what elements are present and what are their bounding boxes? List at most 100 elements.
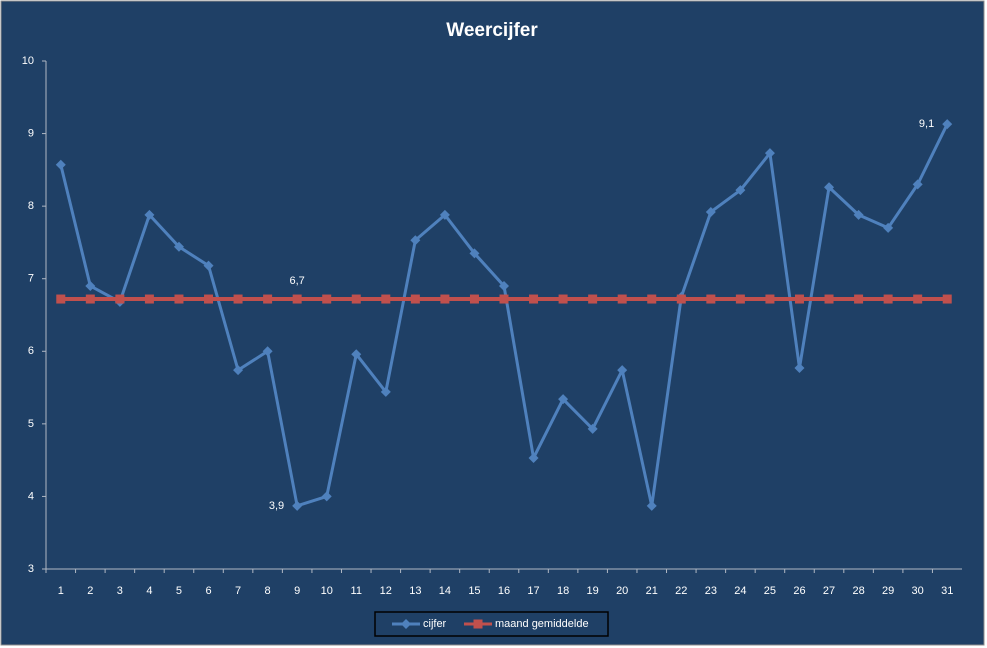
x-tick-label: 5 xyxy=(176,585,182,597)
y-tick-label: 7 xyxy=(28,273,34,285)
data-point xyxy=(647,294,657,304)
x-tick-label: 30 xyxy=(912,585,924,597)
x-tick-label: 10 xyxy=(321,585,333,597)
data-point xyxy=(55,159,66,170)
data-label: 9,1 xyxy=(919,118,934,130)
data-point xyxy=(292,500,303,511)
y-tick-label: 8 xyxy=(28,200,34,212)
data-point xyxy=(233,365,244,376)
x-tick-label: 15 xyxy=(468,585,480,597)
data-point xyxy=(115,294,125,304)
data-point xyxy=(765,294,775,304)
data-point xyxy=(499,280,509,291)
y-tick-label: 3 xyxy=(28,563,34,575)
x-tick-label: 27 xyxy=(823,585,835,597)
x-tick-label: 9 xyxy=(294,585,300,597)
data-point xyxy=(853,209,864,220)
x-tick-label: 23 xyxy=(705,585,717,597)
data-point xyxy=(883,222,894,233)
data-point xyxy=(705,206,716,217)
data-point xyxy=(439,209,450,220)
legend-marker xyxy=(473,619,483,629)
data-point xyxy=(174,294,184,304)
data-point xyxy=(706,294,716,304)
x-tick-label: 7 xyxy=(235,585,241,597)
data-point xyxy=(440,294,450,304)
data-point xyxy=(942,294,952,304)
data-point xyxy=(676,294,686,304)
data-point xyxy=(558,394,569,405)
data-point xyxy=(587,423,598,434)
x-tick-label: 29 xyxy=(882,585,894,597)
data-point xyxy=(321,491,332,502)
x-tick-label: 6 xyxy=(205,585,211,597)
data-point xyxy=(617,365,628,376)
data-point xyxy=(529,294,539,304)
data-point xyxy=(56,294,66,304)
data-point xyxy=(528,452,539,463)
data-point xyxy=(824,182,835,193)
data-point xyxy=(173,241,184,252)
x-tick-label: 1 xyxy=(58,585,64,597)
x-tick-label: 22 xyxy=(675,585,687,597)
data-point xyxy=(144,294,154,304)
data-point xyxy=(85,280,96,291)
data-point xyxy=(351,294,361,304)
x-tick-label: 24 xyxy=(734,585,746,597)
data-point xyxy=(764,148,775,159)
data-point xyxy=(85,294,95,304)
y-tick-label: 9 xyxy=(28,127,34,139)
data-point xyxy=(292,294,302,304)
data-point xyxy=(499,294,509,304)
legend-marker xyxy=(401,619,411,629)
x-tick-label: 4 xyxy=(146,585,152,597)
data-point xyxy=(233,294,243,304)
data-point xyxy=(144,209,155,220)
x-tick-label: 31 xyxy=(941,585,953,597)
data-point xyxy=(794,294,804,304)
data-label: 6,7 xyxy=(290,275,305,287)
data-point xyxy=(204,294,214,304)
data-point xyxy=(558,294,568,304)
x-tick-label: 21 xyxy=(646,585,658,597)
data-point xyxy=(410,294,420,304)
data-point xyxy=(735,185,746,196)
x-tick-label: 12 xyxy=(380,585,392,597)
data-point xyxy=(824,294,834,304)
x-tick-label: 11 xyxy=(351,585,362,597)
data-point xyxy=(942,119,953,130)
data-point xyxy=(854,294,864,304)
x-tick-label: 16 xyxy=(498,585,510,597)
data-point xyxy=(263,294,273,304)
data-point xyxy=(322,294,332,304)
data-point xyxy=(883,294,893,304)
data-point xyxy=(913,294,923,304)
data-point xyxy=(469,294,479,304)
data-point xyxy=(380,386,391,397)
data-point xyxy=(617,294,627,304)
data-point xyxy=(912,179,923,190)
y-tick-label: 6 xyxy=(28,345,34,357)
x-tick-label: 18 xyxy=(557,585,569,597)
y-tick-label: 5 xyxy=(28,418,34,430)
x-tick-label: 28 xyxy=(852,585,864,597)
legend-label: cijfer xyxy=(423,618,447,630)
data-label: 3,9 xyxy=(269,500,284,512)
y-tick-label: 10 xyxy=(22,55,34,67)
x-tick-label: 26 xyxy=(793,585,805,597)
legend-label: maand gemiddelde xyxy=(495,618,589,630)
x-tick-label: 14 xyxy=(439,585,451,597)
x-tick-label: 19 xyxy=(587,585,599,597)
y-tick-label: 4 xyxy=(28,490,34,502)
x-tick-label: 8 xyxy=(265,585,271,597)
x-tick-label: 2 xyxy=(87,585,93,597)
data-point xyxy=(381,294,391,304)
data-point xyxy=(351,349,362,360)
data-point xyxy=(203,260,214,271)
x-tick-label: 17 xyxy=(527,585,539,597)
data-point xyxy=(588,294,598,304)
data-point xyxy=(262,346,273,357)
x-tick-label: 20 xyxy=(616,585,628,597)
data-point xyxy=(410,235,421,246)
